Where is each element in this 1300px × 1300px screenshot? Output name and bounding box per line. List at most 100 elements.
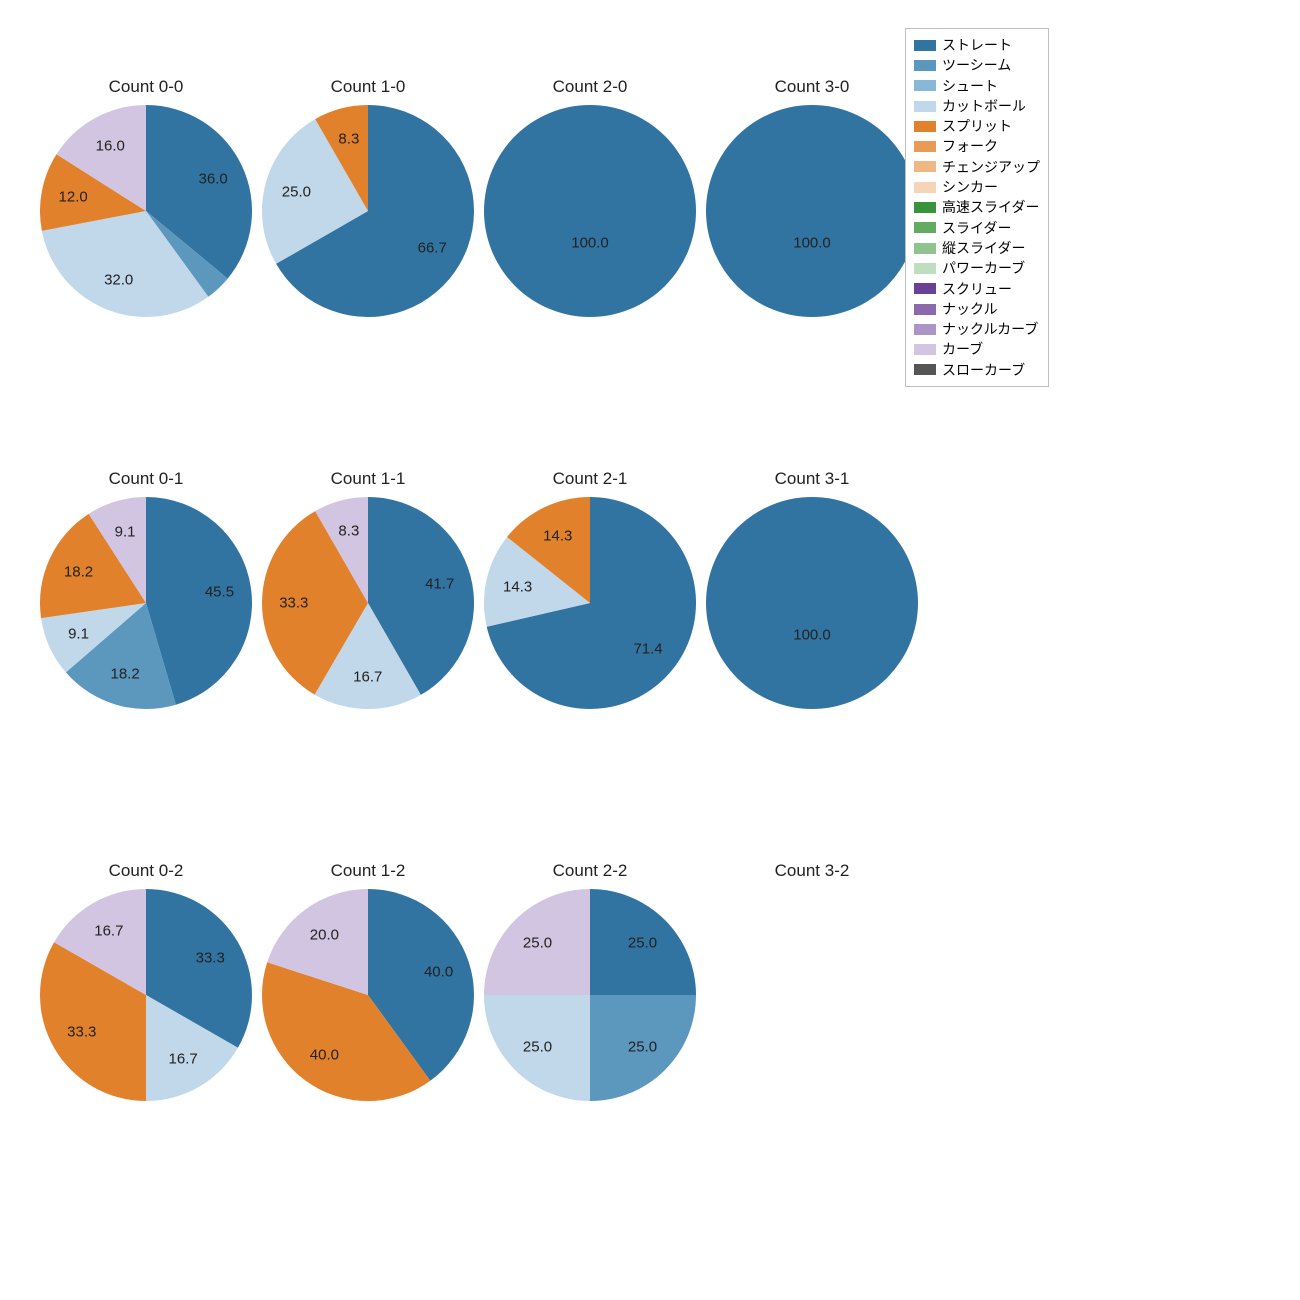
legend-item: カーブ — [914, 339, 1040, 359]
legend-item: チェンジアップ — [914, 157, 1040, 177]
slice-label: 33.3 — [67, 1024, 96, 1041]
pie-panel: Count 0-233.316.733.316.7 — [40, 889, 252, 1101]
legend-label: ナックルカーブ — [942, 319, 1038, 339]
pie-panel: Count 1-066.725.08.3 — [262, 105, 474, 317]
legend-item: スライダー — [914, 218, 1040, 238]
pie-panel: Count 3-0100.0 — [706, 105, 918, 317]
legend-label: パワーカーブ — [942, 258, 1025, 278]
panel-title: Count 1-0 — [262, 77, 474, 97]
slice-label: 9.1 — [115, 523, 136, 540]
slice-label: 33.3 — [196, 949, 225, 966]
legend-label: 高速スライダー — [942, 197, 1039, 217]
legend-item: シュート — [914, 76, 1040, 96]
slice-label: 25.0 — [523, 1039, 552, 1056]
legend-item: ストレート — [914, 35, 1040, 55]
legend-swatch — [914, 283, 936, 294]
slice-label: 16.0 — [96, 137, 125, 154]
legend-item: シンカー — [914, 177, 1040, 197]
legend-swatch — [914, 304, 936, 315]
slice-label: 32.0 — [104, 271, 133, 288]
legend-swatch — [914, 263, 936, 274]
legend-label: ストレート — [942, 35, 1012, 55]
legend-item: ツーシーム — [914, 55, 1040, 75]
pie-panel: Count 2-171.414.314.3 — [484, 497, 696, 709]
pie-chart — [706, 105, 918, 317]
legend-swatch — [914, 60, 936, 71]
legend-label: カットボール — [942, 96, 1026, 116]
pie-slice — [706, 105, 918, 317]
slice-label: 71.4 — [633, 641, 662, 658]
slice-label: 8.3 — [338, 523, 359, 540]
legend-swatch — [914, 222, 936, 233]
legend-swatch — [914, 243, 936, 254]
legend-item: ナックルカーブ — [914, 319, 1040, 339]
slice-label: 36.0 — [199, 171, 228, 188]
slice-label: 8.3 — [338, 131, 359, 148]
pie-panel: Count 0-036.032.012.016.0 — [40, 105, 252, 317]
pie-chart — [40, 105, 252, 317]
legend-label: スクリュー — [942, 279, 1012, 299]
slice-label: 14.3 — [503, 578, 532, 595]
slice-label: 40.0 — [424, 964, 453, 981]
slice-label: 45.5 — [205, 584, 234, 601]
slice-label: 66.7 — [418, 240, 447, 257]
pie-panel: Count 2-0100.0 — [484, 105, 696, 317]
legend-swatch — [914, 202, 936, 213]
slice-label: 20.0 — [310, 926, 339, 943]
slice-label: 16.7 — [94, 922, 123, 939]
pie-panel: Count 3-1100.0 — [706, 497, 918, 709]
slice-label: 16.7 — [353, 669, 382, 686]
slice-label: 14.3 — [543, 528, 572, 545]
legend-item: スプリット — [914, 116, 1040, 136]
slice-label: 25.0 — [523, 934, 552, 951]
pie-chart — [262, 889, 474, 1101]
legend: ストレートツーシームシュートカットボールスプリットフォークチェンジアップシンカー… — [905, 28, 1049, 387]
panel-title: Count 3-1 — [706, 469, 918, 489]
legend-label: スプリット — [942, 116, 1012, 136]
panel-title: Count 0-2 — [40, 861, 252, 881]
legend-label: カーブ — [942, 339, 983, 359]
pie-chart — [484, 105, 696, 317]
pie-chart — [484, 497, 696, 709]
pie-panel: Count 1-141.716.733.38.3 — [262, 497, 474, 709]
pie-panel: Count 2-225.025.025.025.0 — [484, 889, 696, 1101]
legend-label: チェンジアップ — [942, 157, 1040, 177]
slice-label: 12.0 — [59, 189, 88, 206]
slice-label: 40.0 — [310, 1047, 339, 1064]
slice-label: 33.3 — [279, 594, 308, 611]
slice-label: 9.1 — [68, 625, 89, 642]
pie-slice — [706, 497, 918, 709]
pie-chart — [262, 105, 474, 317]
legend-label: スローカーブ — [942, 360, 1025, 380]
legend-swatch — [914, 101, 936, 112]
slice-label: 18.2 — [64, 564, 93, 581]
slice-label: 100.0 — [793, 234, 831, 251]
legend-item: スクリュー — [914, 279, 1040, 299]
pie-chart — [706, 497, 918, 709]
legend-item: カットボール — [914, 96, 1040, 116]
slice-label: 16.7 — [169, 1051, 198, 1068]
slice-label: 25.0 — [628, 1039, 657, 1056]
legend-swatch — [914, 324, 936, 335]
panel-title: Count 0-0 — [40, 77, 252, 97]
legend-swatch — [914, 161, 936, 172]
slice-label: 100.0 — [793, 626, 831, 643]
legend-swatch — [914, 141, 936, 152]
panel-title: Count 3-0 — [706, 77, 918, 97]
slice-label: 25.0 — [282, 183, 311, 200]
legend-swatch — [914, 344, 936, 355]
legend-item: 高速スライダー — [914, 197, 1040, 217]
legend-swatch — [914, 80, 936, 91]
slice-label: 100.0 — [571, 234, 609, 251]
legend-item: ナックル — [914, 299, 1040, 319]
legend-swatch — [914, 121, 936, 132]
slice-label: 18.2 — [110, 666, 139, 683]
panel-title: Count 3-2 — [706, 861, 918, 881]
legend-label: 縦スライダー — [942, 238, 1025, 258]
slice-label: 25.0 — [628, 934, 657, 951]
pie-slice — [484, 105, 696, 317]
legend-item: スローカーブ — [914, 360, 1040, 380]
legend-label: シュート — [942, 76, 998, 96]
chart-canvas: Count 0-0 36.0 32.0 12.0 16.0 Count 1-0 66.7 25… — [0, 0, 1300, 1300]
legend-label: シンカー — [942, 177, 998, 197]
